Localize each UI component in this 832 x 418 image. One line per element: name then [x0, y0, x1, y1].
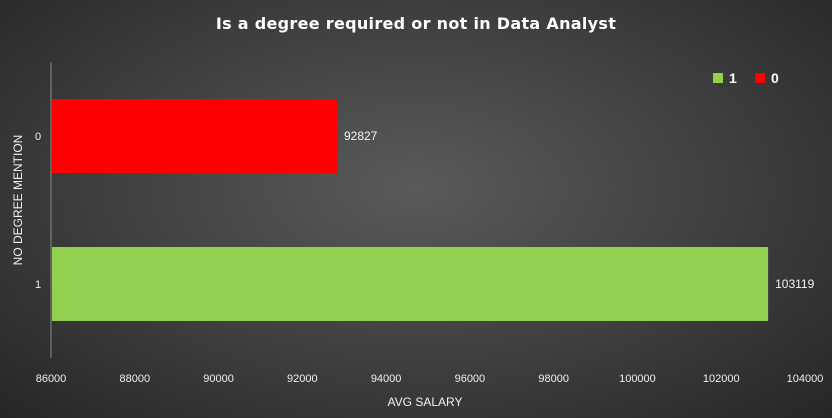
legend-swatch-1 — [713, 73, 723, 83]
bar-1 — [52, 247, 769, 321]
x-tick-label: 88000 — [119, 373, 150, 385]
x-axis-ticks: 86000 88000 90000 92000 94000 96000 98000 10000… — [36, 373, 824, 385]
chart-title: Is a degree required or not in Data Anal… — [216, 14, 616, 33]
x-axis-title: AVG SALARY — [388, 395, 463, 409]
x-tick-label: 92000 — [287, 373, 318, 385]
x-tick-label: 100000 — [619, 373, 656, 385]
x-tick-label: 96000 — [455, 373, 486, 385]
x-tick-label: 86000 — [36, 373, 67, 385]
x-tick-label: 98000 — [538, 373, 569, 385]
bar-0 — [52, 99, 337, 173]
data-label-1: 103119 — [775, 277, 814, 291]
y-tick-label-1: 1 — [35, 279, 41, 291]
data-label-0: 92827 — [344, 129, 378, 143]
x-tick-label: 104000 — [787, 373, 824, 385]
legend-label-0: 0 — [771, 70, 779, 86]
bars-layer: 92827 0 103119 1 — [35, 99, 815, 321]
x-tick-label: 90000 — [203, 373, 234, 385]
x-tick-label: 94000 — [371, 373, 402, 385]
legend-swatch-0 — [755, 73, 765, 83]
legend-label-1: 1 — [729, 70, 737, 86]
y-tick-label-0: 0 — [35, 131, 41, 143]
y-axis-title: NO DEGREE MENTION — [11, 135, 25, 266]
x-tick-label: 102000 — [703, 373, 740, 385]
